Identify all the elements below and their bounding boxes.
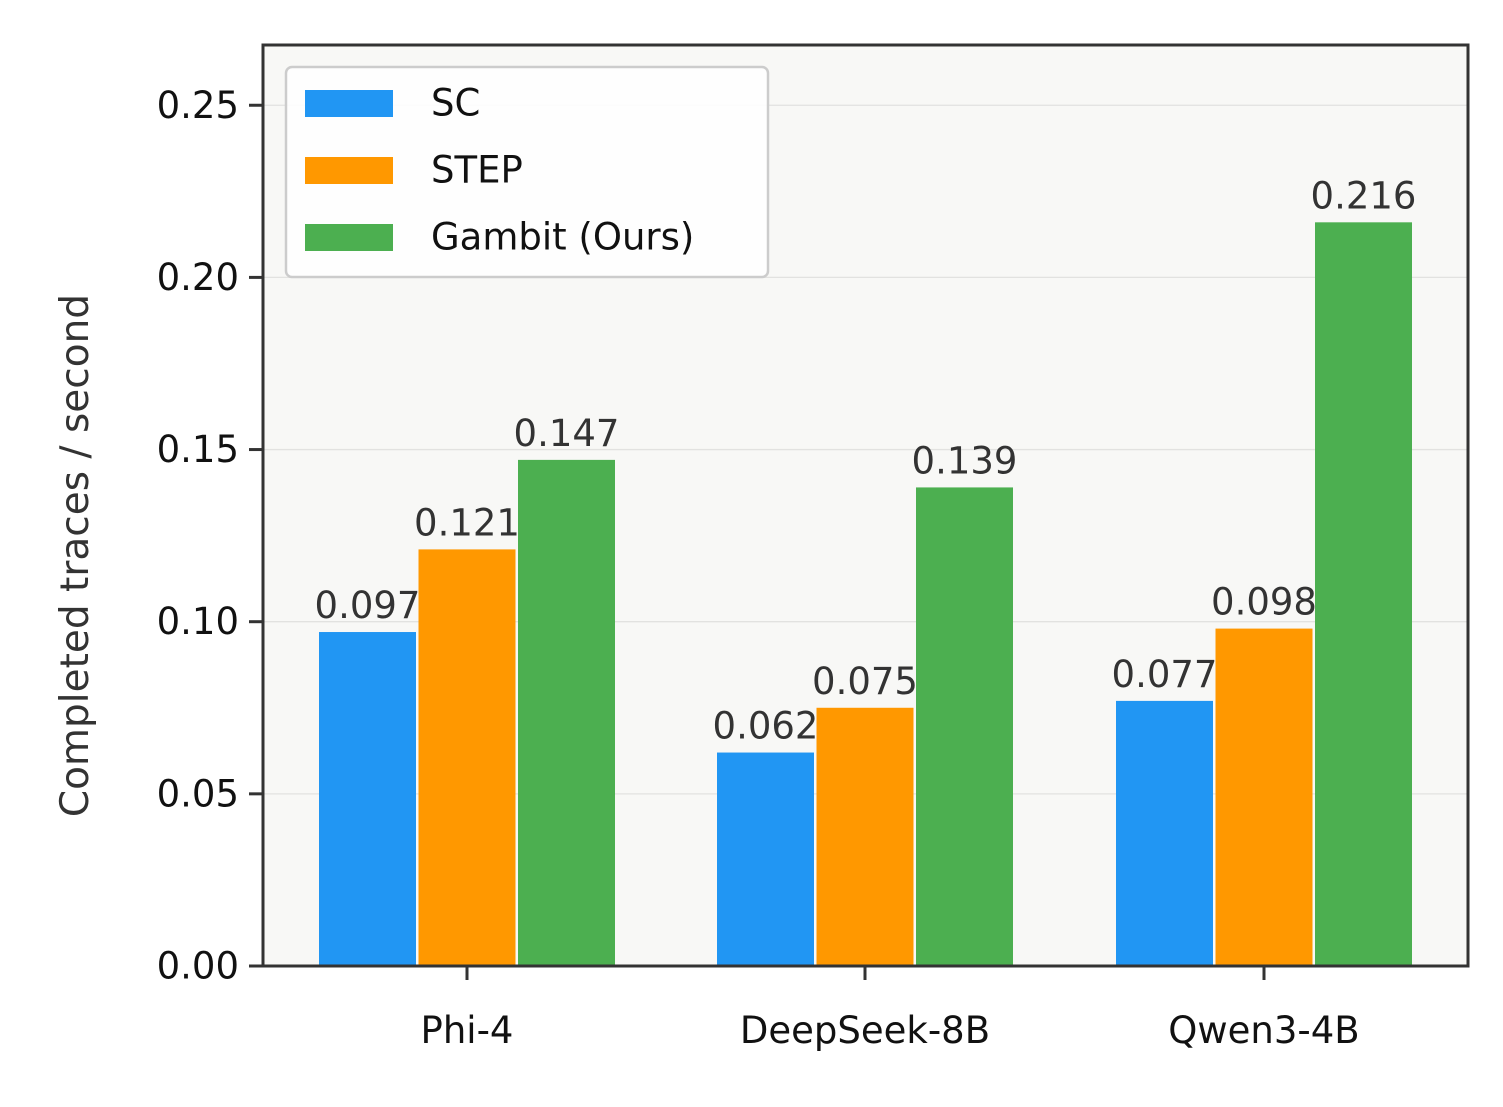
- bar-value-label: 0.077: [1112, 653, 1218, 696]
- x-axis: Phi-4 DeepSeek-8B Qwen3-4B: [421, 966, 1360, 1052]
- x-tick-label: DeepSeek-8B: [740, 1009, 990, 1052]
- legend: SC STEP Gambit (Ours): [284, 65, 770, 279]
- y-tick-label: 0.15: [157, 428, 239, 471]
- y-tick-label: 0.10: [157, 600, 239, 643]
- y-axis-label: Completed traces / second: [53, 294, 98, 817]
- bar-gambit-ours-qwen3-4b: [1315, 222, 1412, 966]
- data-labels: 0.097 0.062 0.077 0.121 0.075 0.098 0.147 0.139…: [315, 174, 1417, 747]
- bar-sc-deepseek-8b: [717, 752, 814, 966]
- bar-value-label: 0.062: [713, 705, 819, 748]
- bar-gambit-ours-phi-4: [518, 459, 615, 966]
- legend-swatch: [305, 224, 393, 251]
- bar-value-label: 0.075: [812, 660, 918, 703]
- legend-swatch: [305, 157, 393, 184]
- legend-label: Gambit (Ours): [431, 216, 694, 259]
- x-tick-label: Phi-4: [421, 1009, 514, 1052]
- bar-step-deepseek-8b: [816, 707, 914, 966]
- legend-box: [284, 65, 770, 279]
- bar-sc-qwen3-4b: [1116, 700, 1213, 966]
- bar-gambit-ours-deepseek-8b: [916, 487, 1013, 966]
- y-axis: 0.00 0.05 0.10 0.15 0.20 0.25: [157, 84, 263, 988]
- bar-sc-phi-4: [319, 632, 416, 966]
- bar-step-phi-4: [418, 549, 516, 966]
- y-tick-label: 0.20: [157, 256, 239, 299]
- legend-swatch: [305, 90, 393, 117]
- bar-value-label: 0.098: [1211, 581, 1317, 624]
- legend-label: SC: [431, 82, 480, 125]
- y-tick-label: 0.00: [157, 945, 239, 988]
- bar-step-qwen3-4b: [1215, 628, 1313, 966]
- bar-value-label: 0.147: [514, 412, 620, 455]
- x-tick-label: Qwen3-4B: [1168, 1009, 1359, 1052]
- y-tick-label: 0.05: [157, 772, 239, 815]
- bar-value-label: 0.121: [414, 501, 520, 544]
- y-tick-label: 0.25: [157, 84, 239, 127]
- bar-value-label: 0.097: [315, 584, 421, 627]
- legend-label: STEP: [431, 149, 523, 192]
- bar-value-label: 0.139: [912, 439, 1018, 482]
- bars: [319, 222, 1412, 966]
- bar-value-label: 0.216: [1311, 174, 1417, 217]
